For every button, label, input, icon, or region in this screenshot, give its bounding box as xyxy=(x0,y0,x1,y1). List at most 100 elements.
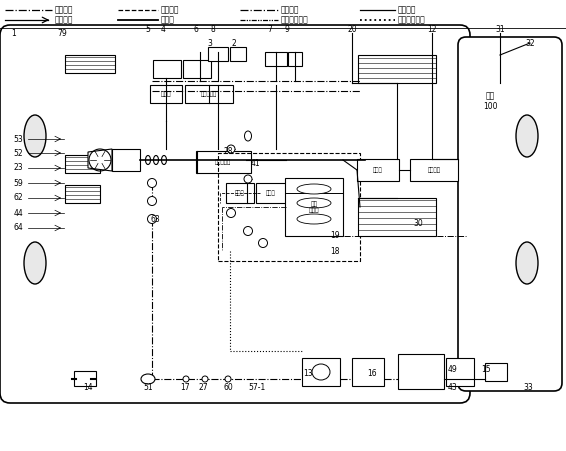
Text: 燃料电池堆: 燃料电池堆 xyxy=(215,159,231,165)
FancyBboxPatch shape xyxy=(358,198,436,236)
FancyBboxPatch shape xyxy=(74,371,96,386)
Text: 燃料氢气管线: 燃料氢气管线 xyxy=(398,15,426,24)
Ellipse shape xyxy=(225,376,231,382)
Text: 尾气管线: 尾气管线 xyxy=(281,5,299,14)
Text: 车辆
100: 车辆 100 xyxy=(483,91,498,110)
Ellipse shape xyxy=(312,364,330,380)
Ellipse shape xyxy=(202,376,208,382)
Text: 发电机: 发电机 xyxy=(161,91,171,97)
Text: 43: 43 xyxy=(447,383,457,392)
Text: 电力转换器: 电力转换器 xyxy=(201,91,217,97)
FancyBboxPatch shape xyxy=(446,358,474,386)
FancyBboxPatch shape xyxy=(256,183,286,203)
Ellipse shape xyxy=(148,197,157,206)
FancyBboxPatch shape xyxy=(485,363,507,381)
Ellipse shape xyxy=(153,156,158,165)
Text: 6: 6 xyxy=(194,26,199,34)
Text: 19: 19 xyxy=(330,231,340,240)
Ellipse shape xyxy=(259,239,268,248)
Text: 通信线路: 通信线路 xyxy=(55,15,74,24)
FancyBboxPatch shape xyxy=(302,358,340,386)
Text: 能量管理: 能量管理 xyxy=(427,167,440,173)
FancyBboxPatch shape xyxy=(112,149,140,171)
Text: 27: 27 xyxy=(198,383,208,392)
FancyBboxPatch shape xyxy=(352,358,384,386)
Text: 32: 32 xyxy=(525,38,535,47)
Text: 57-1: 57-1 xyxy=(248,383,265,392)
Ellipse shape xyxy=(24,242,46,284)
FancyBboxPatch shape xyxy=(65,55,115,73)
FancyBboxPatch shape xyxy=(398,354,444,389)
Text: 28: 28 xyxy=(223,147,233,156)
Ellipse shape xyxy=(226,208,235,217)
FancyBboxPatch shape xyxy=(357,159,399,181)
Text: 空气管线: 空气管线 xyxy=(398,5,417,14)
Text: 63: 63 xyxy=(150,215,160,224)
Ellipse shape xyxy=(297,184,331,194)
Ellipse shape xyxy=(148,179,157,188)
FancyBboxPatch shape xyxy=(153,60,181,78)
Text: 31: 31 xyxy=(495,26,505,34)
FancyBboxPatch shape xyxy=(285,178,343,236)
Text: 18: 18 xyxy=(330,247,340,256)
Text: 59: 59 xyxy=(13,179,23,188)
Text: 53: 53 xyxy=(13,134,23,143)
FancyBboxPatch shape xyxy=(65,155,100,173)
Text: 3: 3 xyxy=(208,38,212,47)
Polygon shape xyxy=(88,149,112,171)
Text: 20: 20 xyxy=(347,26,357,34)
Ellipse shape xyxy=(183,376,189,382)
FancyBboxPatch shape xyxy=(208,47,228,61)
Text: 12: 12 xyxy=(427,26,437,34)
Text: 49: 49 xyxy=(447,364,457,373)
Text: 冷却氢气管线: 冷却氢气管线 xyxy=(281,15,308,24)
FancyBboxPatch shape xyxy=(230,47,246,61)
FancyBboxPatch shape xyxy=(0,25,470,403)
Text: 7: 7 xyxy=(268,26,272,34)
Ellipse shape xyxy=(161,156,166,165)
Text: 44: 44 xyxy=(13,208,23,217)
Text: 41: 41 xyxy=(250,158,260,167)
Text: 30: 30 xyxy=(413,218,423,227)
Text: 控制线路: 控制线路 xyxy=(55,5,74,14)
Text: 23: 23 xyxy=(13,164,23,172)
Text: 燃料
电池堆: 燃料 电池堆 xyxy=(308,201,319,213)
Text: 光控制: 光控制 xyxy=(373,167,383,173)
FancyBboxPatch shape xyxy=(226,183,254,203)
FancyBboxPatch shape xyxy=(265,52,287,66)
FancyBboxPatch shape xyxy=(458,37,562,391)
Text: 5: 5 xyxy=(145,26,151,34)
FancyBboxPatch shape xyxy=(183,60,211,78)
Text: 51: 51 xyxy=(143,383,153,392)
Ellipse shape xyxy=(148,215,157,224)
Ellipse shape xyxy=(297,214,331,224)
Text: 传动轴: 传动轴 xyxy=(161,15,175,24)
FancyBboxPatch shape xyxy=(65,185,100,203)
Ellipse shape xyxy=(516,242,538,284)
Ellipse shape xyxy=(297,198,331,208)
Text: 14: 14 xyxy=(83,383,93,392)
FancyBboxPatch shape xyxy=(288,52,302,66)
Text: 64: 64 xyxy=(13,224,23,233)
Text: 60: 60 xyxy=(223,383,233,392)
Ellipse shape xyxy=(141,374,155,384)
FancyBboxPatch shape xyxy=(185,85,233,103)
Text: 增湿器: 增湿器 xyxy=(266,190,276,196)
FancyBboxPatch shape xyxy=(150,85,182,103)
Text: 空压机: 空压机 xyxy=(235,190,245,196)
Text: 电力线路: 电力线路 xyxy=(161,5,179,14)
Text: 13: 13 xyxy=(303,368,313,377)
Text: 62: 62 xyxy=(13,193,23,202)
Text: 17: 17 xyxy=(180,383,190,392)
Ellipse shape xyxy=(244,175,252,183)
FancyBboxPatch shape xyxy=(196,151,251,173)
Text: 2: 2 xyxy=(231,38,237,47)
Text: 79: 79 xyxy=(57,28,67,37)
Text: 52: 52 xyxy=(13,148,23,157)
Text: 9: 9 xyxy=(285,26,289,34)
Ellipse shape xyxy=(227,145,235,153)
Ellipse shape xyxy=(243,226,252,235)
Ellipse shape xyxy=(516,115,538,157)
FancyBboxPatch shape xyxy=(410,159,458,181)
Text: 8: 8 xyxy=(211,26,216,34)
